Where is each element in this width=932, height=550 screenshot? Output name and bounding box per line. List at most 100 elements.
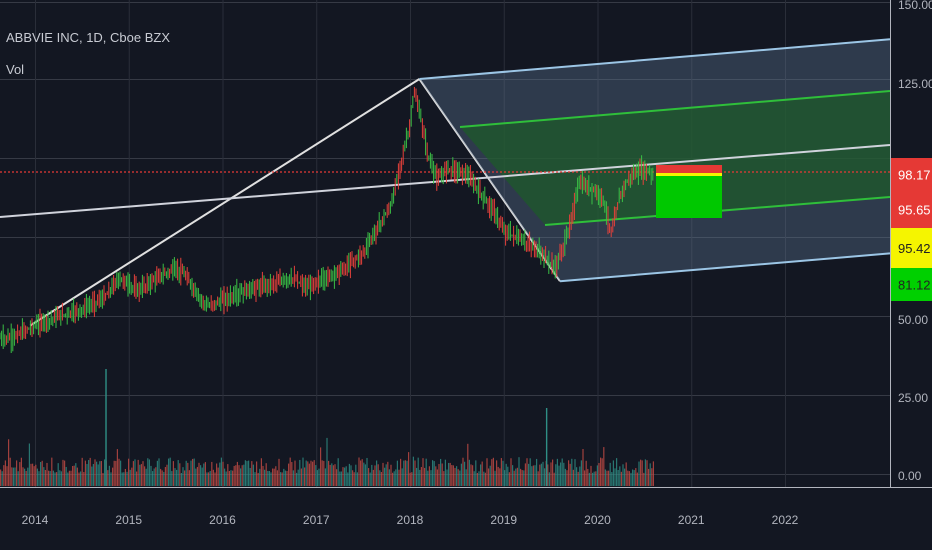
volume-bar [414,460,416,486]
volume-bar [651,468,653,486]
volume-bar [300,468,302,486]
volume-bar [641,460,643,486]
volume-bar [252,464,254,486]
y-tick-label: 25.00 [898,391,928,405]
volume-bar [457,469,459,486]
volume-bar [116,449,118,486]
volume-bar [611,472,613,486]
volume-bar [624,468,626,486]
x-tick-label: 2021 [678,513,705,527]
volume-bar [265,463,267,486]
volume-bar [241,465,243,486]
volume-legend[interactable]: Vol [6,62,25,77]
volume-bar [451,465,453,486]
symbol-legend[interactable]: ABBVIE INC, 1D, Cboe BZX [6,30,171,45]
volume-bar [276,470,278,486]
volume-bar [619,466,621,486]
volume-bar [326,437,328,486]
volume-bar [345,466,347,486]
volume-bar [588,472,590,486]
volume-bar [310,460,312,486]
volume-bar [467,443,469,486]
volume-bar [470,464,472,486]
volume-bar [156,460,158,486]
volume-bar [491,459,493,486]
volume-bar [452,465,454,486]
volume-bar [449,462,451,486]
volume-bar [646,460,648,486]
volume-bar [4,460,6,486]
volume-bar [499,468,501,486]
volume-bar [158,458,160,486]
volume-bar [115,460,117,486]
volume-bar [222,461,224,486]
volume-bar [320,447,322,486]
volume-bar [179,463,181,486]
volume-bar [196,466,198,486]
volume-bar [444,459,446,486]
volume-bar [504,470,506,486]
volume-bar [251,461,253,486]
volume-bar [422,458,424,486]
volume-bar [112,467,114,486]
volume-bar [332,465,334,486]
volume-bar [208,472,210,486]
volume-bar [70,470,72,486]
volume-bar [446,469,448,486]
volume-bar [329,464,331,486]
volume-bar [67,472,69,486]
pitchfork-inner-fill [460,91,890,225]
price-tag-bg [891,268,932,301]
volume-bar [612,460,614,486]
volume-bar [572,469,574,486]
volume-bar [404,460,406,486]
volume-bar [558,465,560,486]
volume-bar [259,468,261,486]
volume-bar [20,457,22,486]
y-tick-label: 150.00 [898,0,932,12]
volume-bar [440,458,442,486]
volume-bar [398,469,400,486]
volume-bar [92,464,94,486]
volume-bar [44,469,46,486]
volume-bar [601,458,603,486]
volume-bar [379,470,381,486]
volume-bar [334,464,336,486]
volume-bar [633,470,635,486]
volume-bar [371,464,373,486]
volume-bar [465,469,467,486]
volume-bar [262,465,264,486]
volume-bar [550,462,552,486]
volume-bar [600,457,602,486]
volume-bar [203,463,205,486]
volume-bar [220,457,222,486]
pitchfork-inner-upper [459,90,891,128]
volume-bar [510,458,512,486]
volume-bar [353,472,355,486]
volume-bar [291,462,293,486]
volume-bar [420,467,422,486]
volume-bar [406,460,408,486]
volume-bar [137,459,139,486]
volume-bar [486,458,488,486]
volume-bar [256,461,258,486]
volume-bar [254,472,256,486]
volume-bar [516,467,518,486]
volume-bar [131,467,133,486]
volume-bar [244,460,246,486]
volume-bar [358,457,360,486]
volume-bar [49,471,51,486]
x-tick-label: 2020 [584,513,611,527]
volume-bar [526,458,528,486]
volume-bar [340,471,342,486]
x-tick-label: 2019 [490,513,517,527]
volume-bar [134,459,136,486]
volume-bar [401,468,403,486]
volume-bar [73,465,75,486]
volume-bar [182,467,184,486]
volume-bar [368,468,370,486]
volume-bar [99,461,101,486]
pitchfork-upper-line [419,38,891,80]
volume-bar [441,463,443,486]
